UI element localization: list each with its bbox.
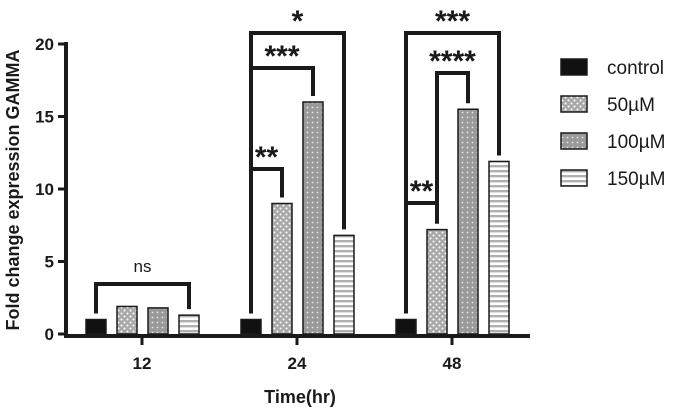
y-tick-label: 15 [35, 108, 54, 127]
bar [147, 307, 169, 335]
legend-swatch [560, 58, 588, 76]
y-tick-label: 5 [45, 253, 54, 272]
y-tick-label: 0 [45, 325, 54, 344]
y-tick-label: 10 [35, 180, 54, 199]
significance-label: **** [429, 45, 476, 78]
legend: control 50µM 100µM 150µM [560, 58, 665, 190]
bar [457, 108, 479, 335]
significance-bracket [435, 71, 470, 224]
bar [178, 314, 200, 335]
legend-swatch [560, 169, 588, 187]
bar [395, 318, 417, 335]
legend-label: 50µM [607, 95, 655, 116]
significance-bracket [404, 31, 501, 314]
significance-label: ** [255, 141, 279, 174]
x-tick-label: 12 [133, 354, 152, 373]
y-ticks: 0 5 10 15 20 [35, 35, 66, 344]
significance-label: *** [264, 40, 299, 73]
legend-label: 100µM [607, 132, 665, 153]
bar [302, 101, 324, 335]
significance-label: *** [435, 5, 470, 38]
bar [426, 228, 448, 335]
bar [488, 160, 510, 335]
bar [85, 318, 107, 335]
bar [333, 234, 355, 335]
x-axis-title: Time(hr) [264, 387, 336, 407]
x-tick-label: 24 [288, 354, 307, 373]
significance-bracket [249, 31, 346, 314]
legend-swatch [560, 132, 588, 150]
significance-brackets: ns*************** [94, 5, 501, 314]
legend-label: 150µM [607, 169, 665, 190]
x-tick-label: 48 [443, 354, 462, 373]
significance-label: * [292, 5, 304, 38]
legend-label: control [607, 58, 664, 79]
significance-label: ns [134, 257, 152, 276]
y-axis-title: Fold change expression GAMMA [3, 49, 23, 330]
bars [85, 101, 510, 335]
significance-label: ** [410, 175, 434, 208]
bar [116, 305, 138, 335]
legend-swatch [560, 95, 588, 113]
x-ticks: 12 24 48 [133, 336, 462, 373]
significance-bracket [94, 282, 191, 314]
bar [271, 202, 293, 335]
y-tick-label: 20 [35, 35, 54, 54]
bar [240, 318, 262, 335]
